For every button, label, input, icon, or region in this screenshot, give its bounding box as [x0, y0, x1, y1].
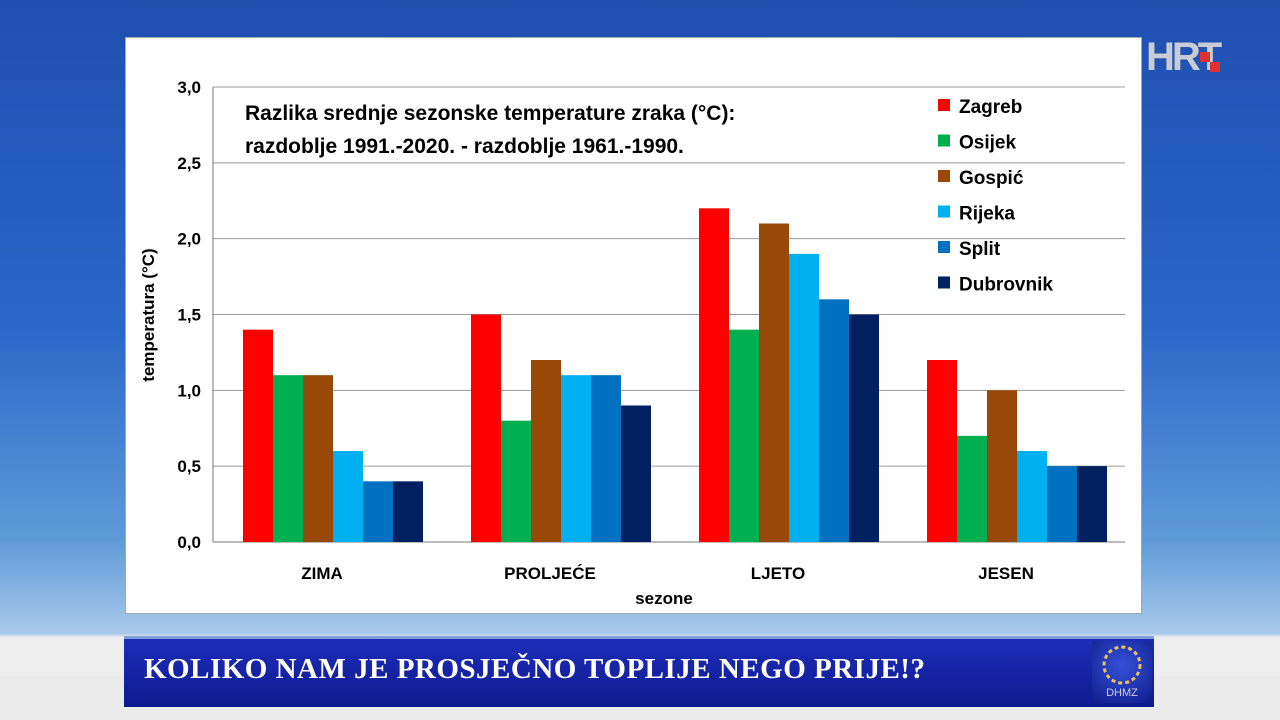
- x-axis-title: sezone: [635, 589, 693, 608]
- y-tick-label: 1,5: [177, 306, 201, 325]
- hrt-logo: HRT: [1146, 36, 1222, 74]
- y-axis-title: temperatura (°C): [139, 248, 158, 381]
- legend-label: Zagreb: [959, 97, 1022, 118]
- legend-swatch: [938, 205, 950, 218]
- bar-zagreb: [243, 329, 273, 542]
- legend-label: Split: [959, 239, 1001, 260]
- bar-gospić: [987, 390, 1017, 542]
- headline-banner: KOLIKO NAM JE PROSJEČNO TOPLIJE NEGO PRI…: [124, 636, 1154, 707]
- bar-osijek: [501, 420, 531, 542]
- bar-dubrovnik: [393, 481, 423, 542]
- legend-label: Rijeka: [959, 204, 1015, 225]
- y-tick-label: 0,0: [177, 533, 201, 552]
- x-tick-label: JESEN: [978, 564, 1034, 583]
- bar-zagreb: [927, 360, 957, 542]
- legend-swatch: [938, 170, 950, 182]
- bar-zagreb: [471, 314, 501, 542]
- legend-swatch: [938, 276, 950, 289]
- bar-chart: 0,0 0,5 1,0 1,5 2,0 2,5 3,0 ZIMA PROLJEĆE LJETO JE…: [139, 78, 1125, 608]
- legend-swatch: [938, 99, 950, 111]
- chart-title-line: Razlika srednje sezonske temperature zra…: [245, 102, 735, 125]
- bar-gospić: [531, 360, 561, 542]
- bar-osijek: [273, 375, 303, 542]
- bar-rijeka: [1017, 451, 1047, 542]
- chart-title-line: razdoblje 1991.-2020. - razdoblje 1961.-…: [245, 135, 684, 158]
- y-tick-label: 0,5: [177, 457, 201, 476]
- dhmz-logo: DHMZ: [1092, 641, 1152, 703]
- legend-label: Osijek: [959, 133, 1016, 154]
- bar-zagreb: [699, 208, 729, 543]
- bar-dubrovnik: [621, 405, 651, 542]
- y-tick-label: 1,0: [177, 381, 201, 400]
- legend-label: Gospić: [959, 168, 1024, 189]
- bar-split: [1047, 466, 1077, 542]
- y-tick-label: 2,5: [177, 154, 201, 173]
- bar-rijeka: [561, 375, 591, 542]
- bar-osijek: [729, 329, 759, 542]
- legend-swatch: [938, 241, 950, 253]
- x-tick-label: LJETO: [751, 564, 805, 583]
- bar-split: [363, 481, 393, 542]
- bar-dubrovnik: [849, 314, 879, 542]
- bar-osijek: [957, 435, 987, 542]
- headline-text: KOLIKO NAM JE PROSJEČNO TOPLIJE NEGO PRI…: [144, 653, 926, 685]
- bar-split: [591, 375, 621, 542]
- legend-label: Dubrovnik: [959, 275, 1053, 296]
- x-tick-label: PROLJEĆE: [504, 564, 596, 583]
- bar-split: [819, 299, 849, 542]
- chart-panel: 0,0 0,5 1,0 1,5 2,0 2,5 3,0 ZIMA PROLJEĆE LJETO JE…: [125, 37, 1142, 614]
- y-tick-label: 2,0: [177, 230, 201, 249]
- bar-rijeka: [333, 451, 363, 542]
- bar-gospić: [759, 223, 789, 542]
- legend-swatch: [938, 134, 950, 147]
- y-tick-label: 3,0: [177, 78, 201, 97]
- bar-rijeka: [789, 253, 819, 543]
- bar-dubrovnik: [1077, 466, 1107, 542]
- x-tick-label: ZIMA: [301, 564, 343, 583]
- bar-gospić: [303, 375, 333, 542]
